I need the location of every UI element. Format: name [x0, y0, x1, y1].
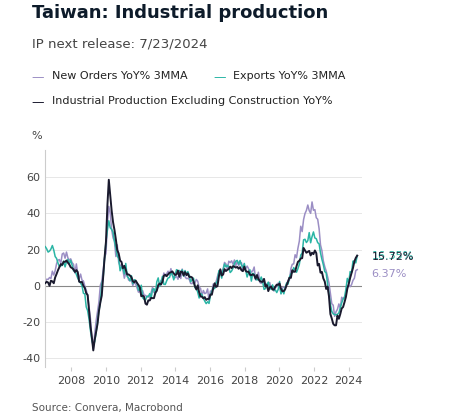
Text: 6.37%: 6.37% [371, 269, 407, 279]
Text: Exports YoY% 3MMA: Exports YoY% 3MMA [233, 71, 346, 81]
Text: —: — [32, 71, 44, 84]
Text: Industrial Production Excluding Construction YoY%: Industrial Production Excluding Construc… [52, 96, 333, 106]
Text: 16.35%: 16.35% [371, 251, 414, 261]
Text: IP next release: 7/23/2024: IP next release: 7/23/2024 [32, 38, 207, 50]
Text: New Orders YoY% 3MMA: New Orders YoY% 3MMA [52, 71, 188, 81]
Text: Source: Convera, Macrobond: Source: Convera, Macrobond [32, 403, 183, 413]
Text: —: — [213, 71, 226, 84]
Text: 15.72%: 15.72% [371, 252, 414, 262]
Text: —: — [32, 96, 44, 109]
Text: %: % [32, 131, 42, 141]
Text: Taiwan: Industrial production: Taiwan: Industrial production [32, 4, 328, 22]
